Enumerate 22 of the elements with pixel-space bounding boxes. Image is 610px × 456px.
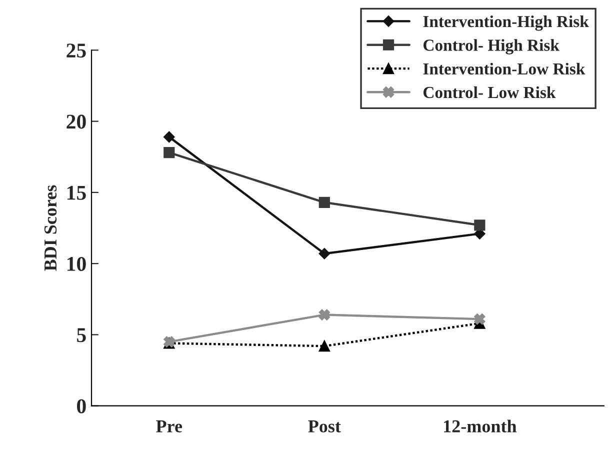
y-tick-label: 15 bbox=[67, 186, 86, 200]
y-tick-label: 5 bbox=[77, 328, 86, 342]
legend-label: Control- Low Risk bbox=[424, 86, 556, 98]
y-tick-label: 0 bbox=[77, 399, 86, 414]
legend-label: Intervention-High Risk bbox=[423, 15, 589, 31]
point bbox=[474, 220, 486, 231]
point bbox=[318, 248, 330, 260]
y-tick-label: 25 bbox=[66, 44, 86, 58]
point bbox=[318, 340, 330, 352]
x-tick-label: 12-month bbox=[444, 420, 517, 432]
point bbox=[474, 314, 486, 325]
y-axis-title: BDI Scores bbox=[44, 185, 57, 271]
y-tick-label: 10 bbox=[67, 256, 86, 271]
legend-label: Intervention-Low Risk bbox=[423, 62, 586, 75]
y-tick-label: 20 bbox=[66, 114, 86, 129]
x-tick-label: Post bbox=[308, 420, 341, 432]
point bbox=[164, 147, 175, 158]
point bbox=[164, 131, 175, 143]
legend-label: Control- High Risk bbox=[424, 39, 560, 54]
x-tick-label: Pre bbox=[156, 420, 182, 432]
point bbox=[318, 309, 330, 320]
point bbox=[318, 196, 330, 208]
